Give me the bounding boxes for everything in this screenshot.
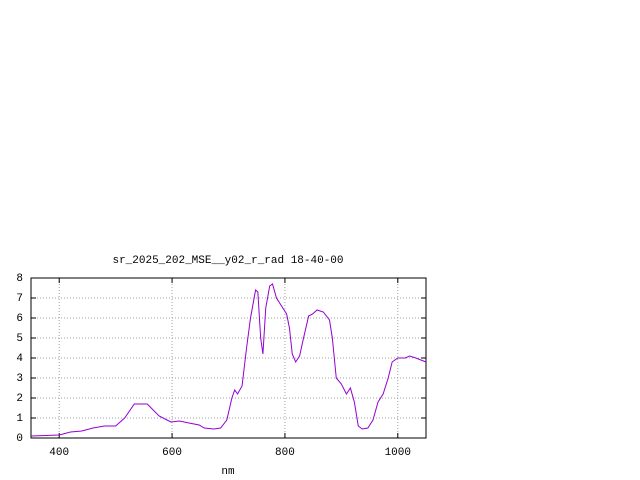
y-tick-label: 2 <box>16 393 23 405</box>
y-tick-label: 6 <box>16 313 23 325</box>
y-tick-label: 3 <box>16 373 23 385</box>
y-tick-label: 1 <box>16 413 23 425</box>
y-tick-label: 4 <box>16 353 23 365</box>
x-tick-label: 1000 <box>385 447 411 459</box>
data-line <box>30 283 427 437</box>
x-axis-label: nm <box>221 466 235 478</box>
x-tick-label: 600 <box>162 447 182 459</box>
chart-title: sr_2025_202_MSE__y02_r_rad 18-40-00 <box>112 255 343 267</box>
x-tick-label: 400 <box>49 447 69 459</box>
y-tick-label: 0 <box>16 433 23 445</box>
y-tick-label: 7 <box>16 293 23 305</box>
y-tick-label: 5 <box>16 333 23 345</box>
y-tick-label: 8 <box>16 273 23 285</box>
x-tick-label: 800 <box>275 447 295 459</box>
plot-frame <box>30 277 427 439</box>
